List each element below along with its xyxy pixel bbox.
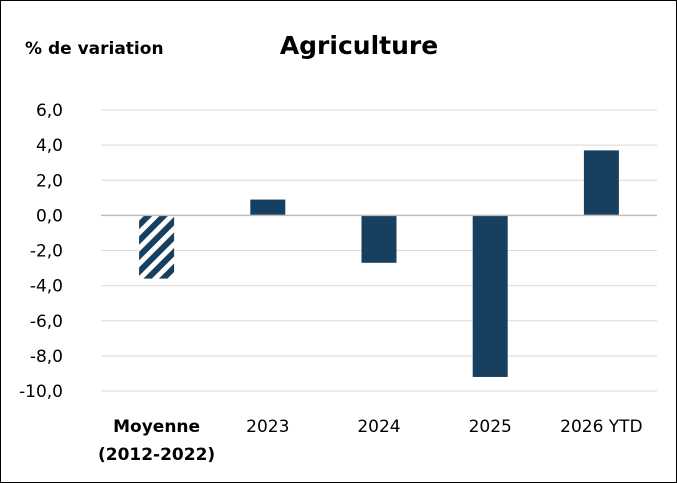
- y-tick-label: -4,0: [30, 277, 63, 297]
- y-axis-label: % de variation: [25, 39, 164, 59]
- y-tick-label: 0,0: [36, 206, 63, 226]
- y-tick-label: -6,0: [30, 312, 63, 332]
- x-tick-label: 2024: [357, 417, 400, 437]
- bar: [583, 150, 619, 216]
- x-tick-label: 2025: [469, 417, 512, 437]
- y-tick-label: 6,0: [36, 101, 63, 121]
- x-tick-labels: Moyenne (2012-2022) 2023 2024 2025 2026 YTD: [98, 417, 643, 465]
- x-tick-label: 2023: [246, 417, 289, 437]
- bar: [472, 215, 508, 377]
- y-tick-label: 4,0: [36, 136, 63, 156]
- bar: [361, 215, 397, 263]
- bar: [250, 199, 286, 216]
- y-tick-label: -2,0: [30, 242, 63, 262]
- y-tick-label: 2,0: [36, 171, 63, 191]
- x-tick-label: Moyenne: [113, 417, 200, 437]
- bar-average-hatched: [139, 215, 175, 279]
- y-tick-labels: 6,0 4,0 2,0 0,0 -2,0 -4,0 -6,0 -8,0 -10,0: [19, 101, 63, 402]
- y-tick-label: -10,0: [19, 382, 63, 402]
- bars: [139, 150, 619, 377]
- x-tick-label: (2012-2022): [98, 445, 215, 465]
- chart-title: Agriculture: [279, 31, 439, 60]
- x-tick-label: 2026 YTD: [560, 417, 643, 437]
- gridlines: [101, 109, 657, 392]
- y-tick-label: -8,0: [30, 347, 63, 367]
